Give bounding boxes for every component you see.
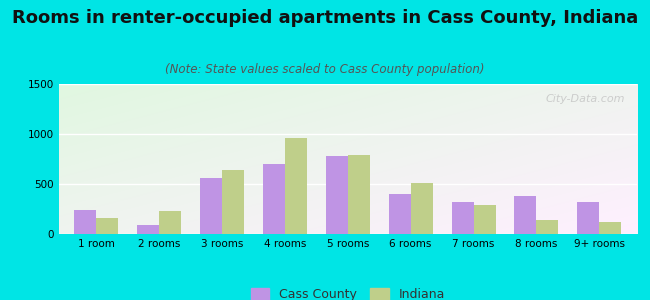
Bar [200, 178, 222, 234]
Legend: Cass County, Indiana: Cass County, Indiana [251, 288, 445, 300]
Bar [577, 202, 599, 234]
Bar [263, 164, 285, 234]
Bar [74, 210, 96, 234]
Bar [514, 196, 536, 234]
Bar [411, 183, 433, 234]
Bar [96, 218, 118, 234]
Bar [348, 155, 370, 234]
Bar [473, 205, 495, 234]
Bar [285, 138, 307, 234]
Bar [389, 194, 411, 234]
Bar [536, 220, 558, 234]
Text: City-Data.com: City-Data.com [546, 94, 625, 104]
Text: Rooms in renter-occupied apartments in Cass County, Indiana: Rooms in renter-occupied apartments in C… [12, 9, 638, 27]
Text: (Note: State values scaled to Cass County population): (Note: State values scaled to Cass Count… [165, 63, 485, 76]
Bar [452, 202, 473, 234]
Bar [599, 222, 621, 234]
Bar [222, 170, 244, 234]
Bar [326, 156, 348, 234]
Bar [137, 225, 159, 234]
Bar [159, 211, 181, 234]
